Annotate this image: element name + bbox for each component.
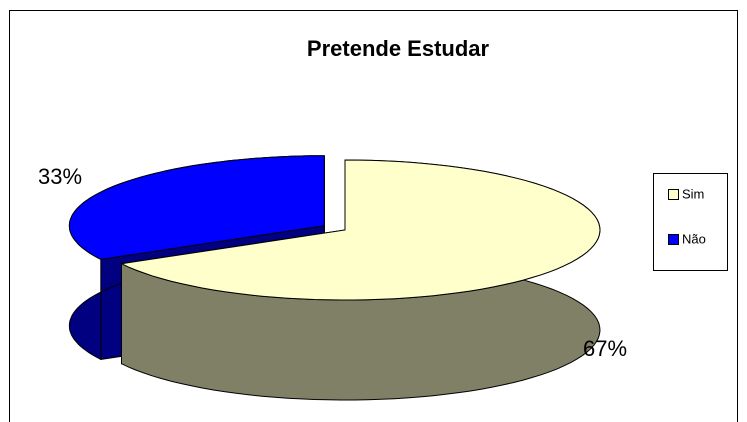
slice	[68, 155, 325, 260]
data-label: 67%	[583, 336, 627, 361]
legend-label: Não	[682, 231, 706, 246]
chart-title: Pretende Estudar	[307, 36, 490, 61]
legend-swatch	[668, 234, 679, 245]
legend-swatch	[668, 189, 679, 200]
chart-frame	[9, 10, 738, 422]
data-label: 33%	[38, 164, 82, 189]
slice	[119, 159, 601, 301]
legend-box	[653, 173, 728, 271]
legend-label: Sim	[682, 186, 704, 201]
